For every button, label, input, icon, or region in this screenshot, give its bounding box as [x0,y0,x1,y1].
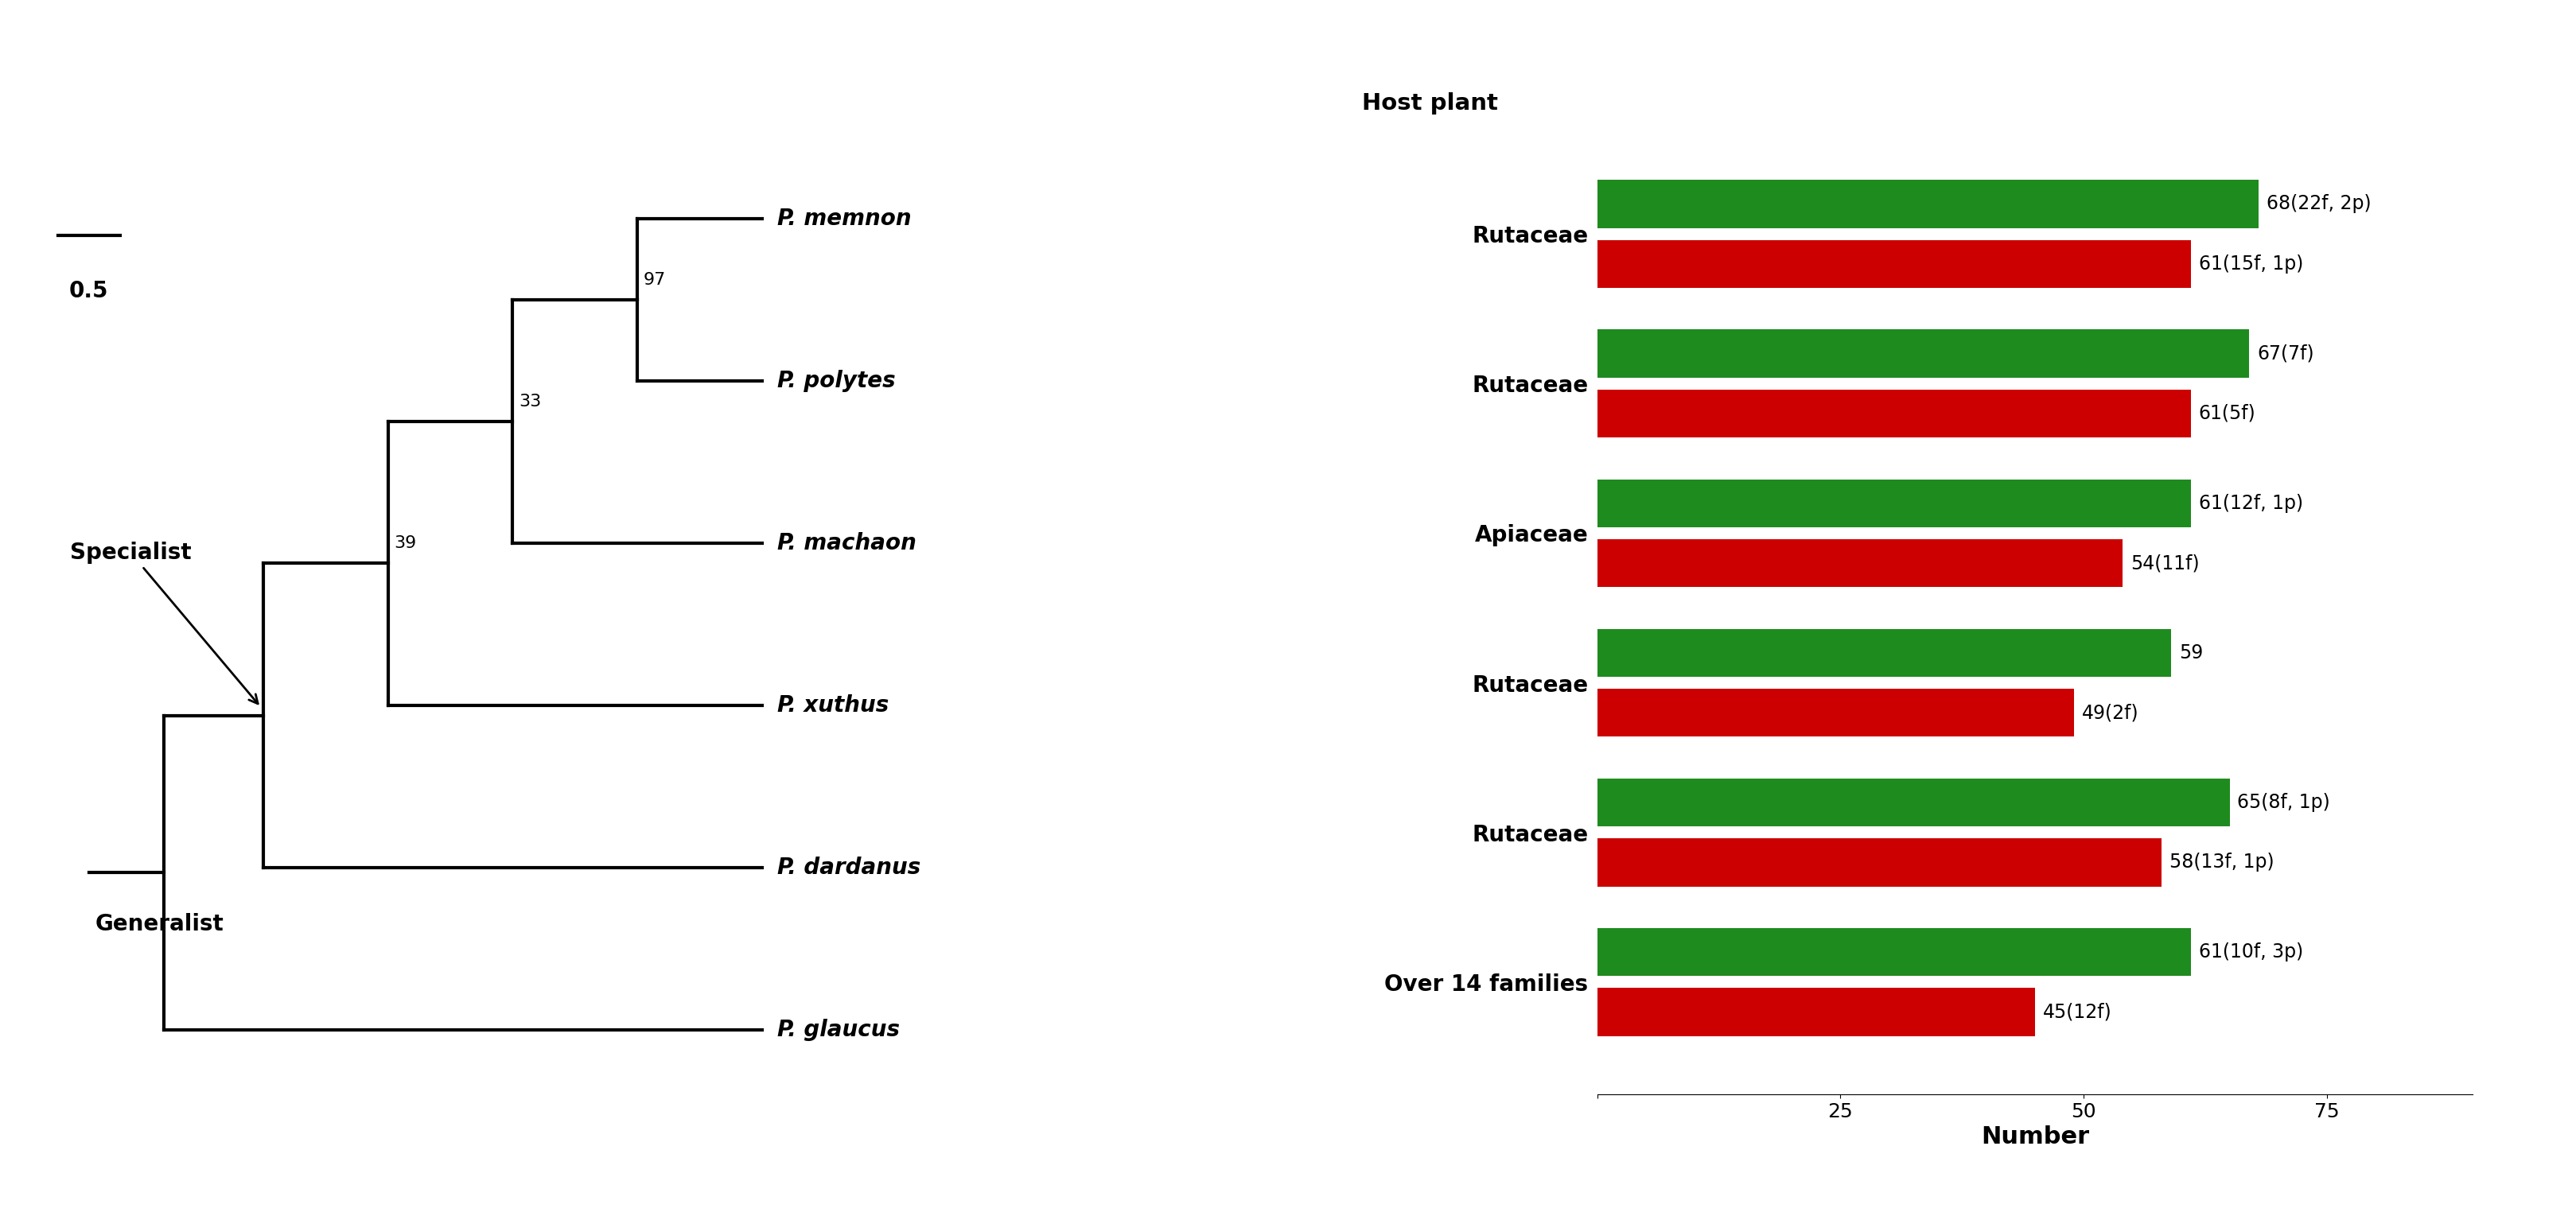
Bar [1597,180,2259,227]
Text: P. xuthus: P. xuthus [778,694,889,716]
Text: Generalist: Generalist [95,913,224,935]
Text: Specialist: Specialist [70,542,258,704]
Bar [1597,688,2074,737]
Text: 67(7f): 67(7f) [2257,344,2313,364]
Text: 39: 39 [394,535,417,551]
Text: 33: 33 [518,394,541,410]
Bar [1597,389,2190,438]
Text: 58(13f, 1p): 58(13f, 1p) [2169,852,2275,872]
Bar [1597,778,2231,827]
Text: 54(11f): 54(11f) [2130,553,2200,573]
Text: P. dardanus: P. dardanus [778,856,920,878]
Text: P. machaon: P. machaon [778,533,917,554]
Text: 61(15f, 1p): 61(15f, 1p) [2197,254,2303,274]
Bar [1597,928,2190,976]
Text: 61(5f): 61(5f) [2197,404,2257,423]
X-axis label: Number: Number [1981,1126,2089,1149]
Bar [1597,330,2249,377]
Text: P. memnon: P. memnon [778,208,912,230]
Bar [1597,539,2123,587]
Text: 49(2f): 49(2f) [2081,703,2138,722]
Bar [1597,989,2035,1036]
Text: 45(12f): 45(12f) [2043,1002,2112,1021]
Text: 59: 59 [2179,643,2202,663]
Bar [1597,479,2190,528]
Bar [1597,629,2172,677]
Text: 68(22f, 2p): 68(22f, 2p) [2267,195,2372,214]
Text: 61(10f, 3p): 61(10f, 3p) [2197,942,2303,962]
Bar [1597,240,2190,288]
Text: 61(12f, 1p): 61(12f, 1p) [2197,494,2303,513]
Text: P. polytes: P. polytes [778,370,896,392]
Text: 65(8f, 1p): 65(8f, 1p) [2239,793,2331,812]
Bar [1597,839,2161,886]
Text: P. glaucus: P. glaucus [778,1019,899,1041]
Text: Host plant: Host plant [1363,92,1497,114]
Text: 97: 97 [644,272,667,288]
Text: 0.5: 0.5 [70,280,108,302]
